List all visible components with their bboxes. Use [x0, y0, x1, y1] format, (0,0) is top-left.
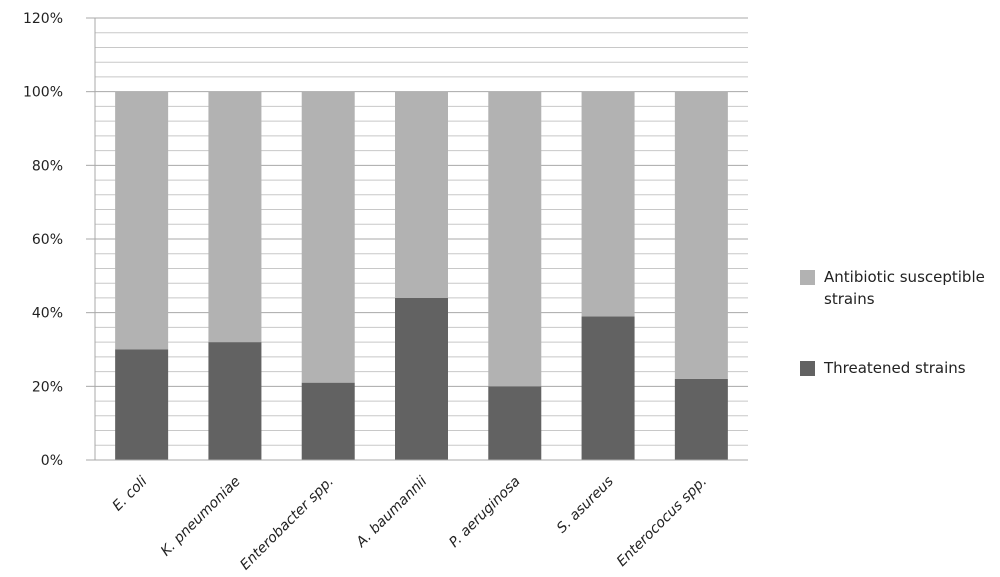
x-tick-label: K. pneumoniae [158, 474, 244, 560]
y-tick-label: 80% [32, 158, 63, 174]
x-tick-label: A. baumannii [353, 473, 431, 551]
y-tick-label: 20% [32, 379, 63, 395]
bar-segment [301, 382, 355, 460]
x-tick-label: P. aeruginosa [446, 474, 523, 551]
bar-segment [208, 342, 262, 460]
bar-segment [674, 378, 728, 460]
bar-segment [581, 91, 635, 317]
x-tick-label: E. coli [110, 473, 151, 514]
x-tick-label: S. asureus [554, 474, 617, 537]
bar-segment [581, 316, 635, 460]
bar-segment [115, 349, 169, 460]
legend-swatch [800, 270, 815, 285]
y-tick-label: 120% [23, 11, 63, 27]
bar-segment [115, 91, 169, 350]
bar-segment [488, 386, 542, 460]
y-tick-label: 100% [23, 85, 63, 101]
bar-segment [395, 297, 448, 460]
legend-swatch [800, 361, 815, 376]
y-tick-label: 60% [32, 232, 63, 248]
legend-label: Antibiotic susceptible strains [824, 268, 985, 308]
legend-label: Threatened strains [824, 359, 966, 377]
y-tick-label: 0% [41, 453, 63, 469]
bar-segment [674, 91, 728, 379]
y-tick-label: 40% [32, 306, 63, 322]
bar-segment [301, 91, 355, 383]
bar-segment [488, 91, 542, 387]
bar-segment [395, 91, 448, 298]
x-tick-label: Enterobacter spp. [237, 474, 337, 574]
bar-segment [208, 91, 262, 343]
x-tick-label: Enterococus spp. [614, 474, 710, 570]
